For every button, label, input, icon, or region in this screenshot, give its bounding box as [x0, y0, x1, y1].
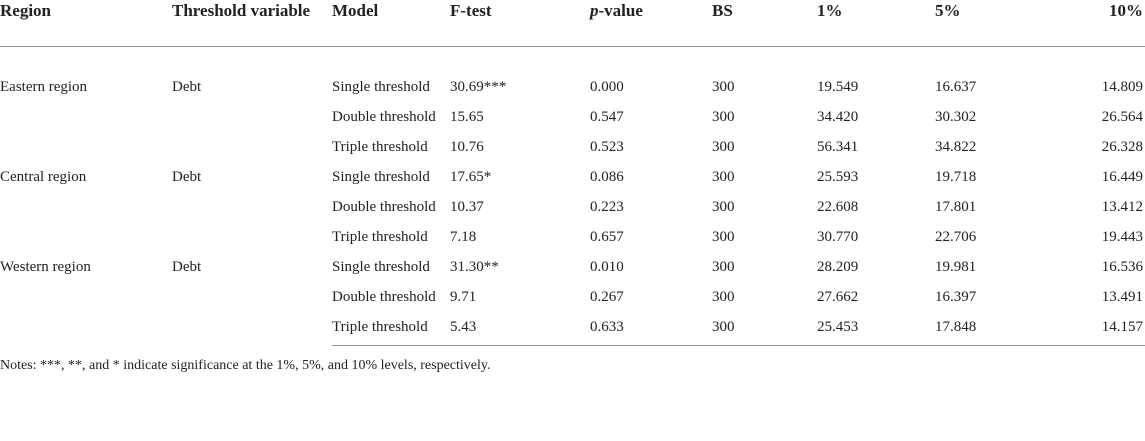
threshold-variable-cell: Debt	[172, 169, 202, 185]
cell: 15.65	[450, 109, 484, 125]
table-row: Double threshold 9.71 0.267 300 27.662 16.397…	[0, 282, 1145, 312]
cell: 31.30**	[450, 259, 499, 275]
table-body: Eastern region Debt Single threshold 30.69*…	[0, 47, 1145, 346]
cell: 30.302	[935, 109, 977, 125]
cell: 16.449	[1101, 169, 1143, 185]
header-cell: 10%	[1045, 0, 1145, 47]
cell: 16.536	[1101, 259, 1143, 275]
header-text: p	[590, 1, 599, 20]
header-cell: BS	[712, 0, 817, 47]
cell: 25.593	[817, 169, 859, 185]
header-cell: 5%	[935, 0, 1045, 47]
cell: Triple threshold	[332, 139, 428, 155]
cell: 19.443	[1101, 229, 1143, 245]
cell: 300	[712, 229, 735, 245]
region-cell: Western region	[0, 259, 91, 275]
header-text: -value	[598, 1, 643, 20]
cell: 0.223	[590, 199, 624, 215]
cell: 0.010	[590, 259, 624, 275]
cell: 300	[712, 289, 735, 305]
table-row: Central region Debt Single threshold 17.65*…	[0, 162, 1145, 192]
cell: 13.491	[1101, 289, 1143, 305]
cell: 14.157	[1045, 312, 1145, 346]
cell: 0.000	[590, 79, 624, 95]
cell: Single threshold	[332, 259, 430, 275]
cell: 19.549	[817, 79, 859, 95]
cell: 17.848	[935, 312, 1045, 346]
results-table: Region Threshold variable Model F-test p-val…	[0, 0, 1145, 346]
table-row: Triple threshold 5.43 0.633 300 25.453 17.848…	[0, 312, 1145, 346]
cell: 26.328	[1101, 139, 1143, 155]
cell: 9.71	[450, 289, 477, 305]
cell: 10.76	[450, 139, 484, 155]
cell: 300	[712, 169, 735, 185]
table-row: Triple threshold 10.76 0.523 300 56.341 34.82…	[0, 132, 1145, 162]
header-row: Region Threshold variable Model F-test p-val…	[0, 0, 1145, 47]
cell: Single threshold	[332, 169, 430, 185]
cell: 16.397	[935, 289, 977, 305]
cell: 28.209	[817, 259, 859, 275]
cell: 300	[712, 259, 735, 275]
table-row: Western region Debt Single threshold 31.30*…	[0, 252, 1145, 282]
threshold-variable-cell: Debt	[172, 259, 202, 275]
cell: 56.341	[817, 139, 859, 155]
cell: 26.564	[1101, 109, 1143, 125]
cell: 34.822	[935, 139, 977, 155]
cell: 16.637	[935, 79, 977, 95]
cell: Double threshold	[332, 289, 436, 305]
cell: 25.453	[817, 312, 935, 346]
cell: 0.267	[590, 289, 624, 305]
cell: 300	[712, 79, 735, 95]
cell: 300	[712, 109, 735, 125]
cell: 19.981	[935, 259, 977, 275]
header-cell: Model	[332, 0, 450, 47]
header-cell: Region	[0, 0, 172, 47]
notes: Notes: ***, **, and * indicate significa…	[0, 358, 491, 373]
cell: 30.770	[817, 229, 859, 245]
header-cell: 1%	[817, 0, 935, 47]
cell: 30.69***	[450, 79, 507, 95]
cell: 17.801	[935, 199, 977, 215]
cell: 5.43	[450, 312, 590, 346]
cell: Double threshold	[332, 199, 436, 215]
cell: 19.718	[935, 169, 977, 185]
cell: 22.608	[817, 199, 859, 215]
cell: 0.657	[590, 229, 624, 245]
cell: 300	[712, 199, 735, 215]
region-cell: Central region	[0, 169, 87, 185]
cell: 10.37	[450, 199, 484, 215]
header-cell: Threshold variable	[172, 0, 332, 47]
cell: 0.547	[590, 109, 624, 125]
cell: 22.706	[935, 229, 977, 245]
cell: Triple threshold	[332, 229, 428, 245]
cell: 0.086	[590, 169, 624, 185]
table-row: Triple threshold 7.18 0.657 300 30.770 22.706…	[0, 222, 1145, 252]
cell: Double threshold	[332, 109, 436, 125]
cell: 14.809	[1101, 79, 1143, 95]
cell: 0.523	[590, 139, 624, 155]
table-row: Double threshold 15.65 0.547 300 34.420 30.30…	[0, 102, 1145, 132]
table-row: Double threshold 10.37 0.223 300 22.608 17.80…	[0, 192, 1145, 222]
region-cell: Eastern region	[0, 79, 88, 95]
table-row: Eastern region Debt Single threshold 30.69*…	[0, 47, 1145, 103]
cell: 17.65*	[450, 169, 492, 185]
cell: 34.420	[817, 109, 859, 125]
cell: 300	[712, 139, 735, 155]
cell: Single threshold	[332, 79, 430, 95]
cell: 300	[712, 312, 817, 346]
cell: 0.633	[590, 312, 712, 346]
header-cell: p-value	[590, 0, 712, 47]
header-cell: F-test	[450, 0, 590, 47]
threshold-variable-cell: Debt	[172, 79, 202, 95]
cell: 13.412	[1101, 199, 1143, 215]
cell: 27.662	[817, 289, 859, 305]
cell: Triple threshold	[332, 312, 450, 346]
cell: 7.18	[450, 229, 477, 245]
